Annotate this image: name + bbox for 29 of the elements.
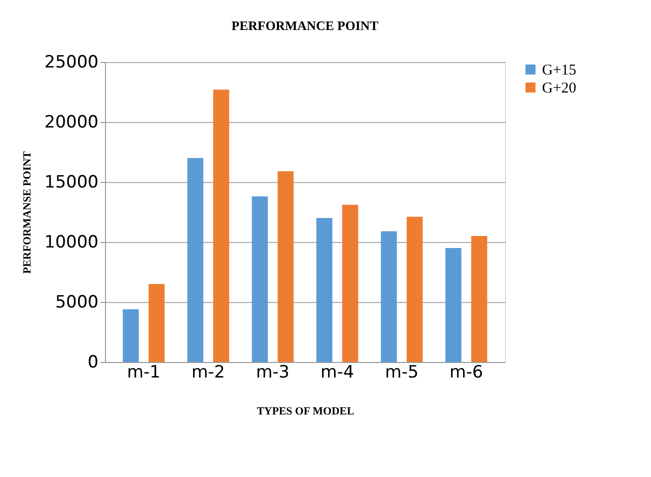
legend-label: G+20 <box>542 80 576 96</box>
x-tick-label: m-2 <box>191 362 225 382</box>
x-tick-label: m-3 <box>256 362 290 382</box>
y-axis-title: PERFORMANSE POINT <box>21 150 34 274</box>
x-tick-label: m-6 <box>450 362 484 382</box>
x-tick-label: m-5 <box>385 362 419 382</box>
bar <box>213 90 230 362</box>
x-axis-title: TYPES OF MODEL <box>256 406 354 418</box>
bar <box>316 218 332 362</box>
y-tick-label: 15000 <box>44 172 98 192</box>
bar <box>187 158 204 362</box>
y-tick-label: 5000 <box>55 292 98 312</box>
bar <box>278 171 294 362</box>
y-tick-label: 10000 <box>44 232 98 252</box>
bar <box>148 284 165 362</box>
bar <box>380 231 397 362</box>
legend-label: G+15 <box>542 62 576 78</box>
y-tick-label: 20000 <box>44 112 98 132</box>
x-tick-label: m-4 <box>320 362 354 382</box>
bar <box>342 204 358 362</box>
x-tick-label: m-1 <box>126 362 160 382</box>
bar <box>471 236 488 362</box>
bar <box>445 248 462 362</box>
bar <box>122 309 139 362</box>
y-tick-label: 0 <box>88 352 98 372</box>
bar <box>406 216 423 362</box>
y-tick-label: 25000 <box>44 52 98 72</box>
chart-title: PERFORMANCE POINT <box>232 18 379 33</box>
bar <box>252 196 268 362</box>
